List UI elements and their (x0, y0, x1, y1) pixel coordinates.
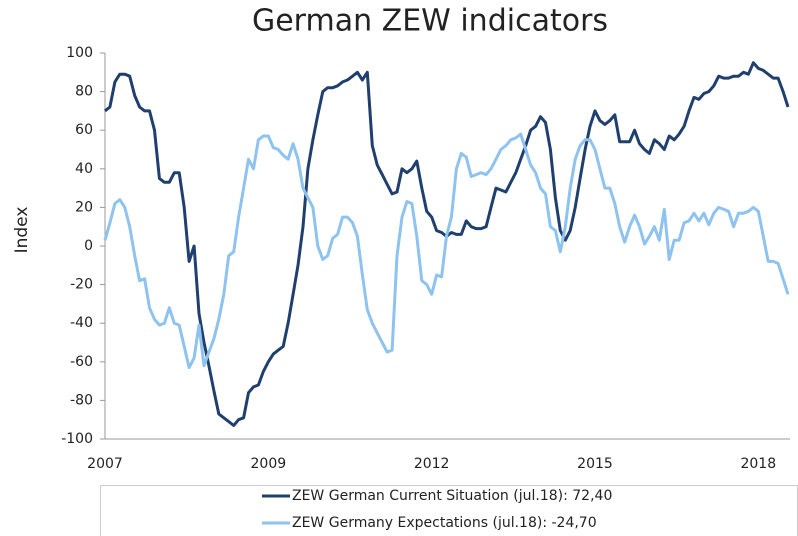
y-tick-label: -100 (61, 431, 93, 447)
y-tick-label: -80 (70, 392, 93, 408)
x-tick-label: 2015 (577, 456, 613, 472)
x-tick-label: 2007 (87, 456, 123, 472)
chart-title: German ZEW indicators (252, 4, 608, 39)
legend-label: ZEW German Current Situation (jul.18): 7… (292, 488, 612, 504)
x-tick-label: 2012 (414, 456, 450, 472)
y-tick-label: 60 (75, 122, 93, 138)
y-tick-label: 80 (75, 84, 93, 100)
x-tick-label: 2009 (251, 456, 287, 472)
line-series (103, 132, 790, 370)
y-tick-label: 40 (75, 161, 93, 177)
x-tick-label: 2018 (740, 456, 776, 472)
y-tick-label: -60 (70, 354, 93, 370)
y-tick-label: -40 (70, 315, 93, 331)
y-tick-label: 20 (75, 199, 93, 215)
y-tick-label: -20 (70, 277, 93, 293)
legend-label: ZEW Germany Expectations (jul.18): -24,7… (292, 515, 597, 531)
y-axis-label: Index (12, 207, 32, 254)
y-tick-label: 100 (66, 45, 93, 61)
y-tick-label: 0 (84, 238, 93, 254)
